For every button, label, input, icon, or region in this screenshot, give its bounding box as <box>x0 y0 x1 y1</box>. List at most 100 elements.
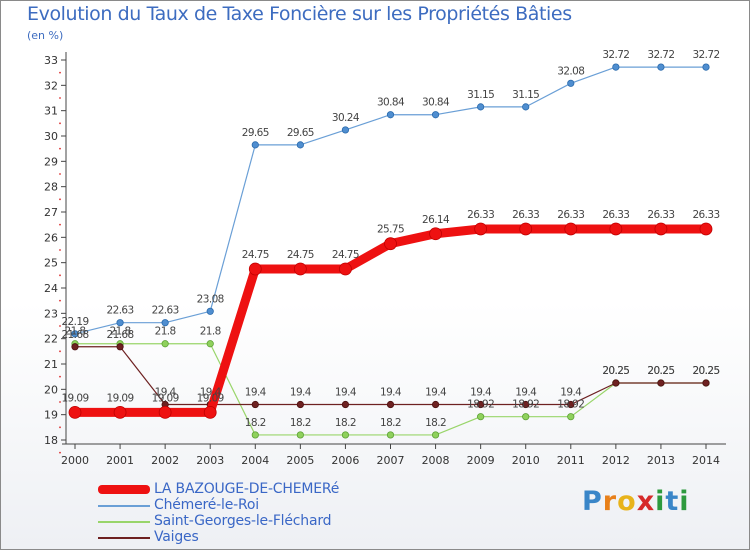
x-tick-label: 2010 <box>512 454 540 467</box>
logo-letter: P <box>582 486 603 517</box>
data-label: 25.75 <box>377 224 404 236</box>
data-point <box>564 222 578 236</box>
y-tick-label: 18 <box>44 434 58 447</box>
data-label: 32.72 <box>692 49 719 61</box>
y-minor-tick <box>59 249 61 251</box>
x-tick-label: 2002 <box>151 454 179 467</box>
data-label: 26.33 <box>602 209 629 221</box>
logo-letter: i <box>679 486 690 517</box>
data-label: 26.33 <box>467 209 494 221</box>
data-point <box>477 413 485 421</box>
data-point <box>116 343 124 351</box>
x-tick-label: 2013 <box>647 454 675 467</box>
x-tick-label: 2004 <box>241 454 269 467</box>
data-point <box>251 431 259 439</box>
data-point <box>248 262 262 276</box>
data-label: 18.2 <box>380 417 401 429</box>
data-point <box>341 400 350 409</box>
data-label: 24.75 <box>332 249 359 261</box>
x-tick-label: 2009 <box>467 454 495 467</box>
data-label: 19.4 <box>560 387 582 399</box>
data-label: 30.84 <box>422 97 450 109</box>
data-point <box>293 262 307 276</box>
data-label: 30.24 <box>332 112 360 124</box>
data-label: 23.08 <box>197 293 224 305</box>
data-label: 26.33 <box>557 209 584 221</box>
y-tick-label: 33 <box>44 54 58 67</box>
data-label: 22.19 <box>61 316 88 328</box>
data-label: 21.8 <box>110 326 131 338</box>
y-tick-label: 25 <box>44 257 58 270</box>
y-tick-label: 31 <box>44 105 58 118</box>
data-label: 19.4 <box>245 387 267 399</box>
y-minor-tick <box>59 375 61 378</box>
x-tick-label: 2014 <box>692 454 720 467</box>
logo-letter: t <box>665 486 680 517</box>
data-label: 18.92 <box>512 399 539 411</box>
legend-swatch <box>98 505 150 507</box>
data-label: 21.8 <box>200 326 221 338</box>
data-label: 19.4 <box>425 387 447 399</box>
data-label: 24.75 <box>287 249 314 261</box>
data-point <box>522 103 530 111</box>
data-label: 31.15 <box>467 89 494 101</box>
data-point <box>339 262 352 276</box>
data-point <box>431 431 440 439</box>
data-label: 21.8 <box>155 326 176 338</box>
data-point <box>431 400 440 409</box>
x-tick-label: 2003 <box>196 454 224 467</box>
data-point <box>206 340 214 348</box>
data-point <box>431 111 440 119</box>
proxiti-logo[interactable]: Proxiti <box>582 486 690 517</box>
data-point <box>477 103 485 111</box>
y-minor-tick <box>59 173 61 175</box>
data-point <box>477 400 485 409</box>
data-point <box>341 126 350 134</box>
y-tick-label: 24 <box>44 282 58 295</box>
legend-label: Chémeré-le-Roi <box>154 497 259 513</box>
data-label: 26.33 <box>512 209 539 221</box>
data-point <box>522 413 530 421</box>
y-tick-label: 21 <box>44 358 58 371</box>
y-tick-label: 20 <box>44 383 58 396</box>
data-point <box>519 222 533 236</box>
data-label: 21.8 <box>65 326 86 338</box>
data-label: 19.09 <box>197 392 224 404</box>
data-label: 26.14 <box>422 214 450 226</box>
data-label: 18.2 <box>290 417 311 429</box>
y-tick-label: 27 <box>44 206 58 219</box>
data-point <box>116 319 124 327</box>
y-minor-tick <box>59 350 61 353</box>
y-minor-tick <box>59 147 61 150</box>
data-point <box>657 379 665 387</box>
data-label: 29.65 <box>287 127 314 139</box>
data-point <box>567 413 575 421</box>
y-minor-tick <box>59 451 61 454</box>
data-label: 32.72 <box>602 49 629 61</box>
data-point <box>206 307 214 315</box>
data-point <box>386 431 395 439</box>
data-point <box>113 405 127 419</box>
data-point <box>251 141 259 149</box>
data-label: 19.4 <box>515 387 537 399</box>
y-minor-tick <box>59 198 61 201</box>
data-label: 19.4 <box>200 387 222 399</box>
data-point <box>251 400 259 409</box>
data-point <box>657 63 665 71</box>
logo-letter: x <box>636 486 656 517</box>
y-tick-label: 29 <box>44 155 58 168</box>
y-minor-tick <box>59 274 61 277</box>
data-label: 20.25 <box>602 365 629 377</box>
data-label: 19.4 <box>380 387 402 399</box>
y-unit-label: (en %) <box>27 29 64 42</box>
data-point <box>567 79 575 87</box>
data-label: 19.09 <box>61 392 88 404</box>
data-point <box>384 237 397 251</box>
data-label: 19.4 <box>335 387 357 399</box>
data-point <box>71 330 79 338</box>
data-label: 18.92 <box>467 399 494 411</box>
data-label: 21.68 <box>61 329 88 341</box>
x-tick-label: 2000 <box>61 454 89 467</box>
data-label: 22.63 <box>152 305 179 317</box>
